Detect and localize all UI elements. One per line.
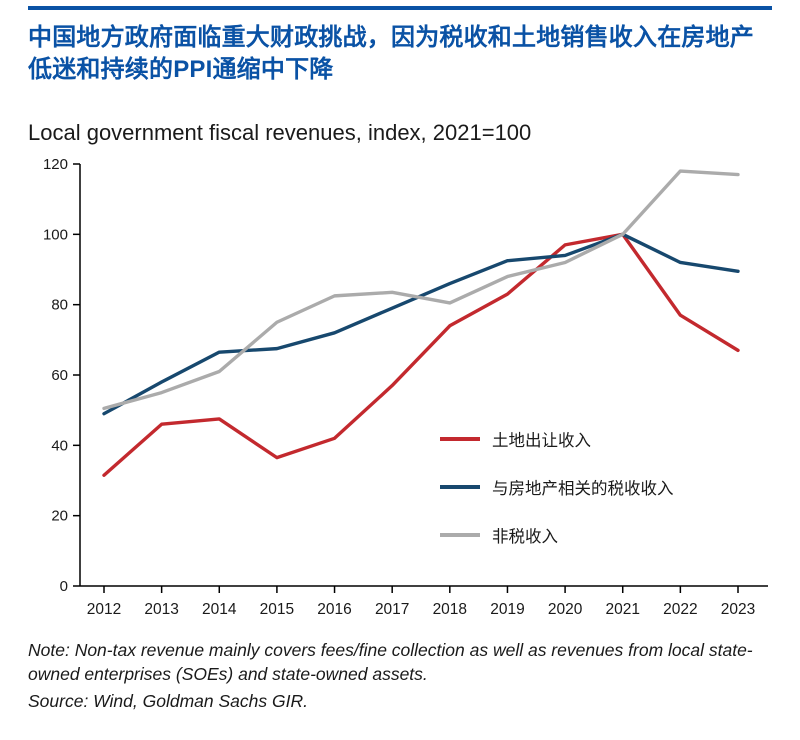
legend-swatch-red: [440, 437, 480, 442]
svg-text:120: 120: [43, 156, 68, 173]
top-rule: [28, 6, 772, 10]
svg-text:2018: 2018: [433, 601, 467, 618]
svg-text:2023: 2023: [721, 601, 755, 618]
chart-note: Note: Non-tax revenue mainly covers fees…: [28, 640, 753, 685]
svg-text:100: 100: [43, 227, 68, 244]
legend-label: 与房地产相关的税收收入: [492, 480, 674, 499]
legend-label: 土地出让收入: [492, 432, 591, 451]
svg-text:2017: 2017: [375, 601, 409, 618]
svg-text:2012: 2012: [87, 601, 121, 618]
svg-text:2016: 2016: [317, 601, 351, 618]
page-title: 中国地方政府面临重大财政挑战，因为税收和土地销售收入在房地产低迷和持续的PPI通…: [28, 24, 754, 84]
svg-text:60: 60: [51, 367, 68, 384]
chart-source: Source: Wind, Goldman Sachs GIR.: [28, 690, 308, 711]
svg-text:40: 40: [51, 438, 68, 455]
legend-swatch-navy: [440, 485, 480, 490]
legend-swatch-gray: [440, 533, 480, 538]
legend-item-land-sales: 土地出让收入: [440, 428, 674, 450]
svg-text:2014: 2014: [202, 601, 237, 618]
chart-legend: 土地出让收入 与房地产相关的税收收入 非税收入: [440, 428, 674, 572]
svg-text:2015: 2015: [260, 601, 294, 618]
legend-item-property-tax: 与房地产相关的税收收入: [440, 476, 674, 498]
legend-label: 非税收入: [492, 528, 558, 547]
svg-text:20: 20: [51, 508, 68, 525]
svg-text:2019: 2019: [490, 601, 524, 618]
svg-text:0: 0: [60, 578, 68, 595]
chart-subtitle: Local government fiscal revenues, index,…: [28, 120, 532, 146]
svg-text:2021: 2021: [605, 601, 639, 618]
svg-text:2022: 2022: [663, 601, 697, 618]
chart-area: 0 20 40 60 80 100 120 2012 2013 2014 2015 2016 2017 2…: [28, 150, 772, 628]
svg-text:2013: 2013: [144, 601, 178, 618]
svg-text:2020: 2020: [548, 601, 583, 618]
legend-item-nontax: 非税收入: [440, 524, 674, 546]
svg-text:80: 80: [51, 297, 68, 314]
fiscal-revenues-line-chart: 0 20 40 60 80 100 120 2012 2013 2014 2015 2016 2017 2…: [43, 156, 768, 618]
page: 中国地方政府面临重大财政挑战，因为税收和土地销售收入在房地产低迷和持续的PPI通…: [28, 6, 772, 711]
